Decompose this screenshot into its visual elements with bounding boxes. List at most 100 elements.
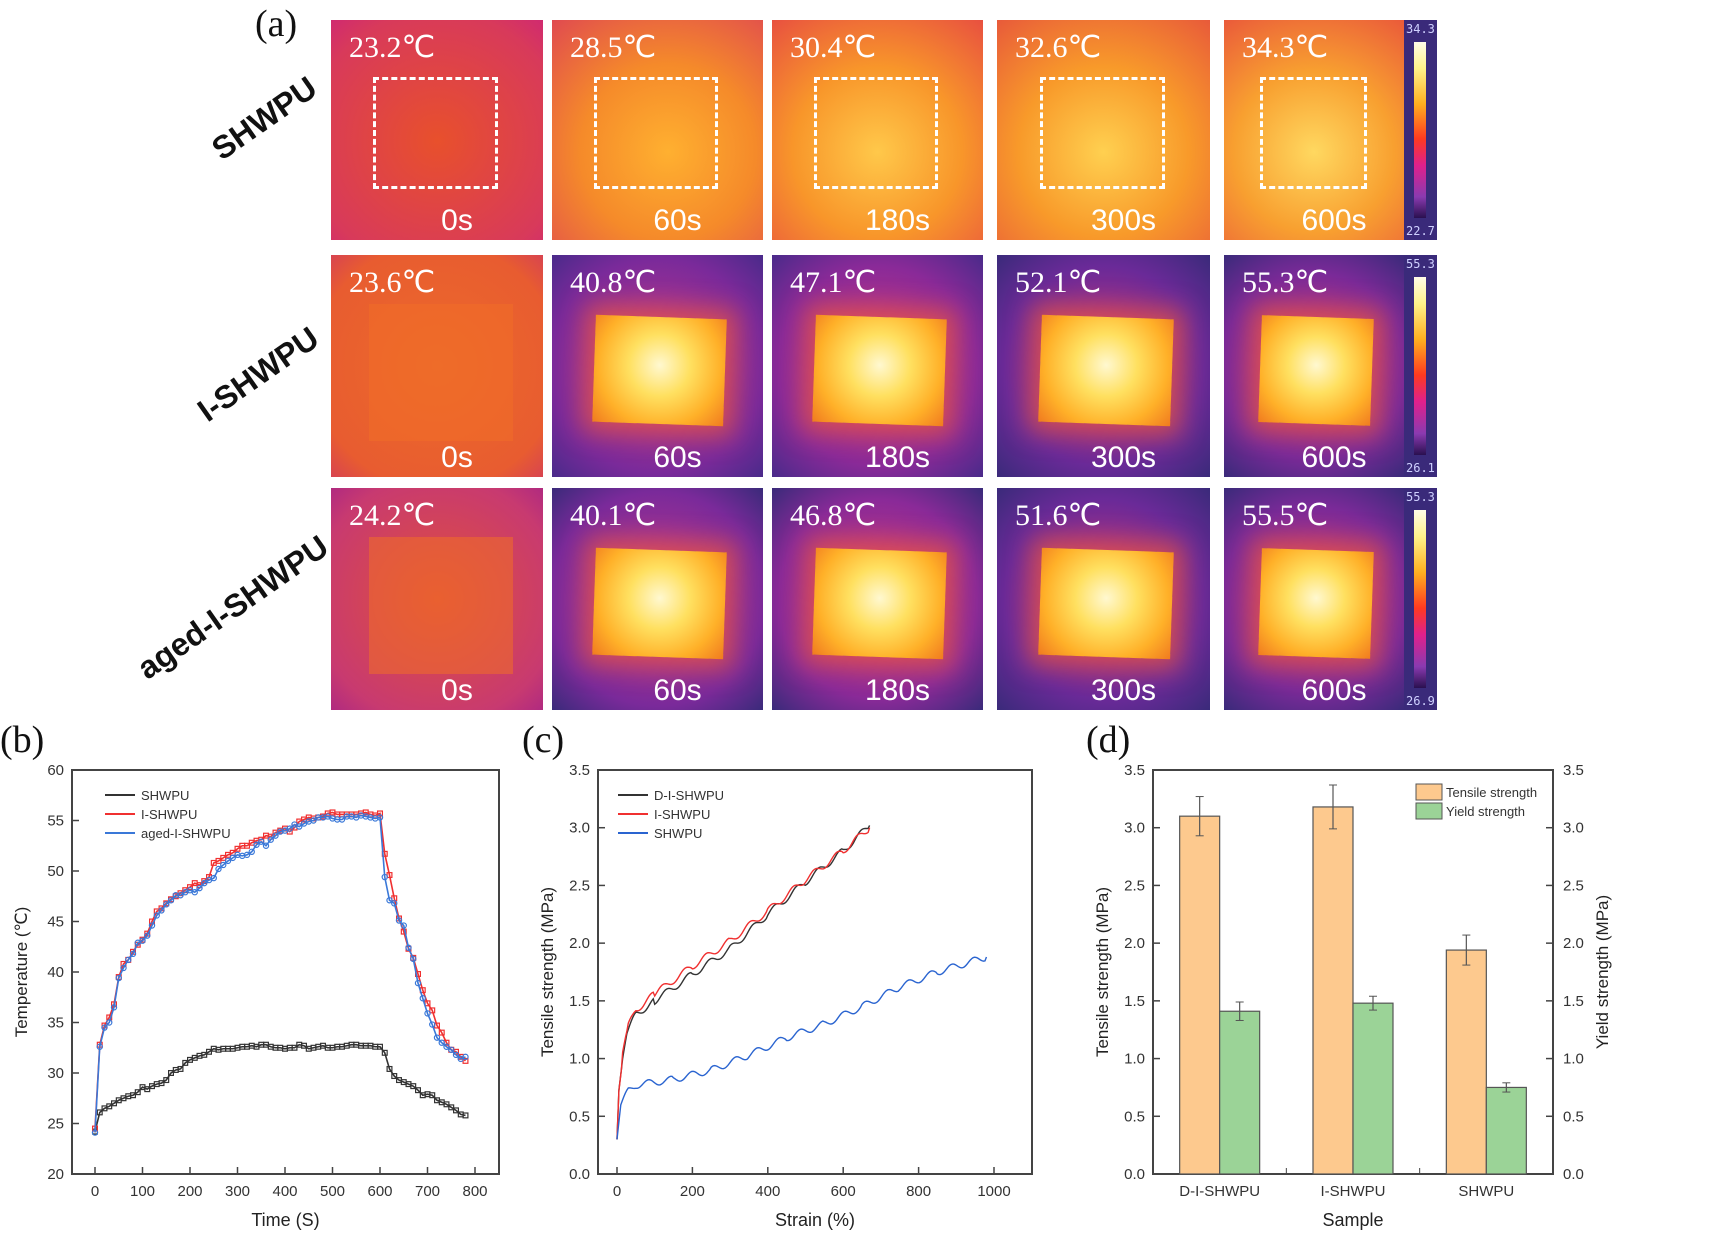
thermal-image: 55.3℃ 600s <box>1224 255 1404 477</box>
y-tick-label: 0.5 <box>1124 1108 1145 1125</box>
series-line <box>94 811 467 1129</box>
data-point <box>215 865 222 873</box>
y-tick-label: 0.0 <box>1124 1166 1145 1183</box>
series-SHWPU <box>91 1041 469 1135</box>
colorbar-min: 22.7 <box>1406 224 1435 238</box>
data-point <box>386 897 393 904</box>
data-point <box>429 1092 436 1099</box>
data-point <box>429 1007 436 1014</box>
y-tick-label: 1.5 <box>1124 993 1145 1010</box>
y-tick-label: 3.0 <box>1124 820 1145 837</box>
thermal-image: 40.8℃ 60s <box>552 255 763 477</box>
data-point <box>110 1004 118 1011</box>
chart-b: 20 25 30 35 40 45 50 55 60 Temperature (℃) Time (S… <box>12 762 500 1230</box>
y-tick-label: 0.5 <box>569 1108 590 1125</box>
data-point <box>110 1100 117 1107</box>
colorbar-gradient <box>1414 42 1426 218</box>
colorbar: 55.3 26.9 <box>1404 488 1437 710</box>
colorbar-max: 55.3 <box>1406 257 1435 271</box>
plot-frame <box>597 769 1033 1175</box>
data-point <box>415 1087 422 1094</box>
y-axis-label: Tensile strength (MPa) <box>1093 887 1112 1057</box>
panel-label-d: (d) <box>1086 719 1131 761</box>
y-tick-label-right: 3.0 <box>1563 820 1584 837</box>
thermal-image: 32.6℃ 300s <box>997 20 1210 240</box>
data-point <box>272 832 279 839</box>
x-tick-label: 500 <box>320 1183 345 1200</box>
x-tick-label: 800 <box>906 1183 931 1200</box>
x-tick-label: 800 <box>462 1183 487 1200</box>
data-point <box>386 1065 393 1072</box>
sample <box>369 536 514 675</box>
y-tick-label: 25 <box>47 1116 64 1133</box>
data-point <box>101 1024 108 1031</box>
legend-swatch <box>1415 783 1443 801</box>
legend-label: I-SHWPU <box>141 807 197 822</box>
panel-label-b: (b) <box>0 719 45 761</box>
y-tick-label: 1.0 <box>569 1051 590 1068</box>
x-tick-label: D-I-SHWPU <box>1179 1183 1260 1200</box>
data-point <box>96 1043 103 1050</box>
data-point <box>453 1107 460 1114</box>
x-tick-label: 400 <box>272 1183 297 1200</box>
data-point <box>210 874 217 882</box>
y-tick-label: 45 <box>47 914 64 931</box>
series-SHWPU <box>616 956 988 1140</box>
data-point <box>395 917 403 924</box>
time-label: 60s <box>653 204 702 237</box>
time-label: 600s <box>1301 204 1367 237</box>
bar <box>1179 815 1221 1175</box>
data-point <box>248 848 255 856</box>
temperature-label: 24.2℃ <box>349 499 436 532</box>
data-point <box>267 836 274 843</box>
y-tick-label-right: 2.0 <box>1563 935 1584 952</box>
data-point <box>106 1019 113 1026</box>
colorbar-gradient <box>1414 510 1426 688</box>
data-point <box>144 932 151 939</box>
data-point <box>191 889 198 896</box>
data-point <box>201 879 208 887</box>
time-label: 180s <box>864 204 931 237</box>
data-point <box>163 1077 170 1084</box>
data-point <box>201 1051 208 1058</box>
thermal-image: 28.5℃ 60s <box>552 20 763 240</box>
thermal-image: 24.2℃ 0s <box>331 488 543 710</box>
x-tick-label: 600 <box>831 1183 856 1200</box>
time-label: 300s <box>1090 441 1157 474</box>
data-point <box>405 944 412 951</box>
time-label: 600s <box>1301 674 1367 707</box>
data-point <box>91 1129 99 1136</box>
thermal-image: 30.4℃ 180s <box>772 20 983 240</box>
roi-dashed-box <box>1039 77 1165 189</box>
data-point <box>96 1109 103 1116</box>
thermal-image: 23.2℃ 0s <box>331 20 543 240</box>
panel-label-c: (c) <box>522 719 565 761</box>
data-point <box>196 884 203 892</box>
x-tick-label: SHWPU <box>1458 1183 1514 1200</box>
x-tick-label: 0 <box>91 1183 99 1200</box>
y-tick-label-right: 0.5 <box>1563 1108 1584 1125</box>
y-tick-label: 50 <box>47 863 64 880</box>
series-line <box>616 827 871 1140</box>
colorbar-gradient <box>1414 277 1426 455</box>
thermal-image: 52.1℃ 300s <box>997 255 1210 477</box>
series-aged-I-SHWPU <box>91 812 469 1136</box>
data-point <box>182 1059 189 1066</box>
y-tick-label: 3.0 <box>569 820 590 837</box>
y-tick-label-right: 2.5 <box>1563 877 1584 894</box>
data-point <box>443 1043 450 1050</box>
legend-label: D-I-SHWPU <box>654 788 724 803</box>
data-point <box>296 823 303 830</box>
x-tick-label: 400 <box>755 1183 780 1200</box>
data-point <box>148 922 156 929</box>
y-tick-label: 3.5 <box>569 762 590 779</box>
data-point <box>414 979 422 987</box>
colorbar: 55.3 26.1 <box>1404 255 1437 477</box>
data-point <box>301 1042 308 1049</box>
temperature-label: 40.1℃ <box>570 499 657 532</box>
temperature-label: 23.6℃ <box>349 266 436 299</box>
data-point <box>381 1049 388 1056</box>
data-point <box>158 907 165 914</box>
legend-swatch <box>1415 802 1443 820</box>
